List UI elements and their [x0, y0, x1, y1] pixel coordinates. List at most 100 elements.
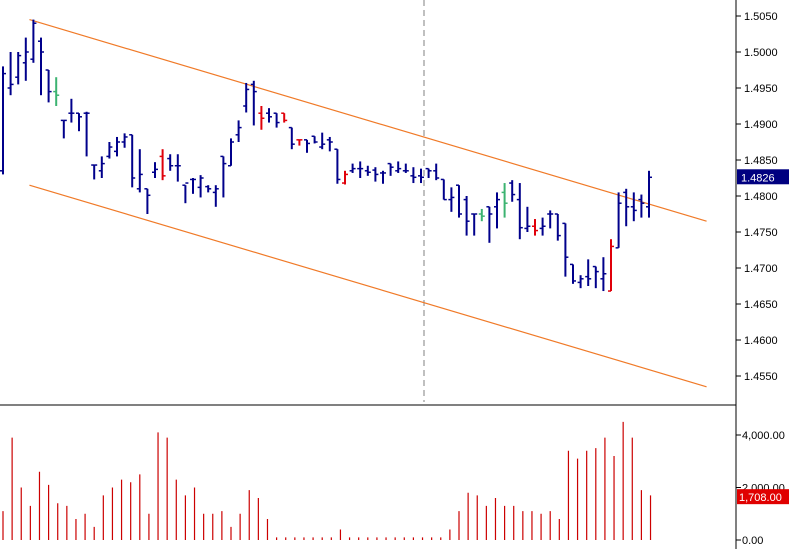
ohlc-bar	[311, 135, 318, 144]
ohlc-bar	[600, 257, 607, 292]
ohlc-bar	[486, 206, 493, 243]
ohlc-bar	[205, 185, 212, 193]
ohlc-bar	[45, 69, 52, 103]
ohlc-bar	[159, 149, 166, 181]
ohlc-bar	[501, 183, 508, 218]
ohlc-bar	[38, 37, 44, 96]
price-axis-tick-label: 1.4650	[744, 299, 778, 311]
ohlc-bar	[524, 206, 531, 232]
ohlc-bar	[15, 52, 22, 85]
ohlc-bar	[83, 111, 90, 157]
ohlc-bar	[243, 82, 250, 113]
ohlc-bar	[167, 154, 174, 171]
ohlc-bar	[509, 180, 516, 202]
price-axis-tick-label: 1.4750	[744, 227, 778, 239]
last-volume-label: 1,708.00	[739, 492, 782, 504]
ohlc-bar	[326, 136, 333, 152]
ohlc-bar	[197, 175, 204, 198]
ohlc-bar	[152, 162, 158, 178]
ohlc-bar	[478, 208, 485, 222]
price-panel[interactable]	[0, 0, 707, 402]
ohlc-bar	[258, 106, 265, 130]
ohlc-bar	[372, 167, 379, 182]
ohlc-bar	[182, 182, 189, 204]
ohlc-bar	[608, 239, 614, 292]
ohlc-bar	[630, 192, 637, 222]
ohlc-bar	[364, 165, 371, 176]
ohlc-bar	[456, 184, 462, 218]
ohlc-bar	[114, 136, 120, 157]
ohlc-bar	[463, 196, 470, 236]
ohlc-bar	[387, 162, 394, 176]
ohlc-bar	[395, 161, 402, 173]
ohlc-bar	[623, 188, 630, 227]
ohlc-bar	[106, 142, 113, 159]
ohlc-bar	[448, 187, 455, 212]
ohlc-bar	[615, 192, 622, 249]
ohlc-bar	[60, 119, 67, 139]
price-axis-tick-label: 1.5000	[744, 47, 778, 59]
ohlc-bar	[440, 178, 447, 201]
last-volume-badge	[737, 489, 789, 505]
ohlc-bar	[144, 188, 151, 214]
volume-axis-tick-label: 0.00	[742, 535, 763, 547]
ohlc-bar	[334, 148, 341, 184]
ohlc-bar	[30, 19, 37, 63]
ohlc-bar	[266, 108, 272, 123]
ohlc-bar	[570, 263, 576, 284]
price-axis-tick-label: 1.4850	[744, 155, 778, 167]
ohlc-bar	[638, 194, 645, 218]
ohlc-bar	[250, 80, 257, 126]
ohlc-bar	[296, 139, 303, 146]
price-axis-tick-label: 1.4550	[744, 371, 778, 383]
price-axis-tick-label: 1.4800	[744, 191, 778, 203]
ohlc-bar	[53, 77, 60, 106]
ohlc-bar	[547, 210, 554, 229]
price-axis-tick-label: 1.5050	[744, 11, 778, 23]
axis-labels: 1.4550 1.4600 1.4650 1.4700 1.4750 1.4800 1.48…	[736, 11, 789, 547]
price-axis-tick-label: 1.4600	[744, 335, 778, 347]
ohlc-bar	[190, 178, 196, 194]
upper-channel-line	[29, 19, 707, 222]
ohlc-bar	[349, 163, 356, 173]
ohlc-bar	[220, 155, 227, 198]
ohlc-bar	[319, 132, 326, 150]
ohlc-bar	[402, 163, 409, 173]
ohlc-bar	[129, 134, 136, 188]
ohlc-bar	[304, 139, 310, 153]
ohlc-bar	[577, 275, 584, 289]
volume-axis-tick-label: 4,000.00	[742, 430, 785, 442]
ohlc-bar	[342, 170, 348, 185]
last-price-label: 1.4826	[741, 172, 775, 184]
price-axis-tick-label: 1.4700	[744, 263, 778, 275]
ohlc-bar	[174, 154, 181, 182]
ohlc-bar	[76, 112, 82, 132]
ohlc-bar	[494, 192, 500, 229]
last-price-badge	[737, 169, 789, 185]
ohlc-bar	[425, 167, 432, 178]
ohlc-bar	[433, 163, 440, 181]
ohlc-bar	[98, 156, 105, 178]
ohlc-bar	[516, 183, 523, 240]
ohlc-bar	[7, 52, 14, 96]
ohlc-bar	[288, 126, 295, 150]
ohlc-bar	[592, 265, 599, 289]
ohlc-bar	[212, 185, 219, 207]
ohlc-bar	[91, 164, 98, 180]
ohlc-bar	[532, 219, 538, 236]
ohlc-bar	[357, 161, 364, 178]
volume-panel[interactable]	[2, 421, 652, 540]
ohlc-bar	[68, 98, 75, 123]
lower-channel-line	[29, 184, 707, 388]
ohlc-bar	[539, 217, 546, 236]
ohlc-bar	[646, 170, 652, 218]
ohlc-bar	[281, 112, 288, 123]
ohlc-bar	[410, 167, 417, 184]
ohlc-bar	[471, 213, 478, 236]
ohlc-bar	[273, 112, 280, 128]
ohlc-bar	[22, 37, 29, 81]
price-axis-tick-label: 1.4900	[744, 119, 778, 131]
ohlc-bar	[0, 66, 6, 175]
